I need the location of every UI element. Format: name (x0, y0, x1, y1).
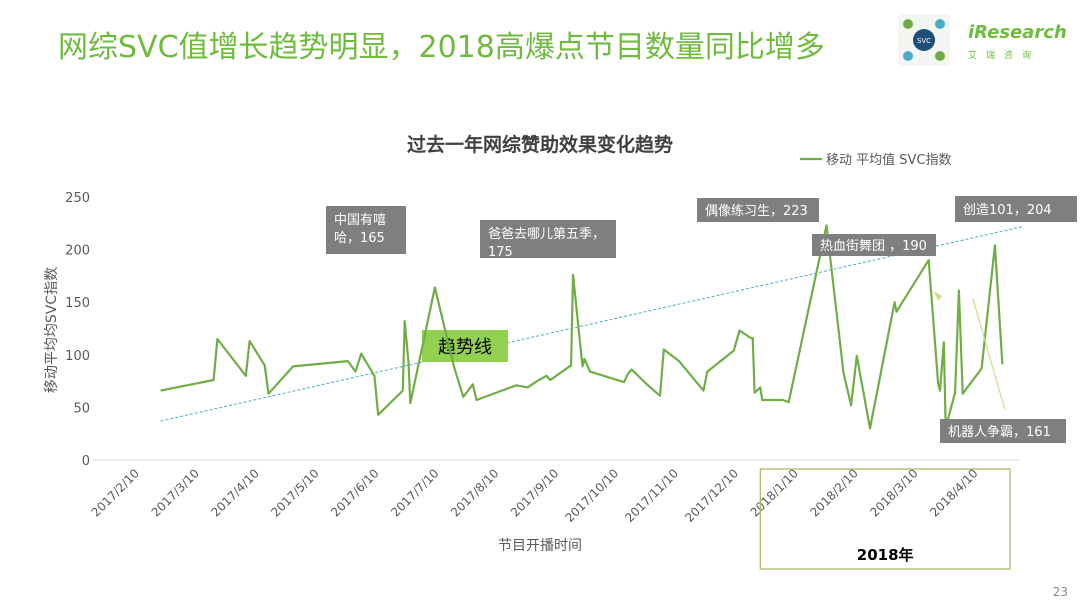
callout-text: 175 (488, 245, 513, 260)
x-tick-label: 2017/10/10 (562, 466, 621, 525)
y-axis-title: 移动平均均SVC指数 (44, 267, 60, 393)
y-tick-label: 0 (82, 454, 90, 469)
trendline-label-bg (422, 330, 508, 362)
x-tick-label: 2018/4/10 (927, 466, 980, 519)
x-tick-label: 2017/7/10 (388, 466, 441, 519)
x-tick-label: 2017/8/10 (448, 466, 501, 519)
year-2018-box (759, 468, 1011, 570)
y-tick-label: 50 (73, 401, 90, 416)
year-2018-label: 2018年 (857, 546, 914, 564)
series-line (160, 224, 1004, 430)
trendline-group: 趋势线 (160, 226, 1023, 422)
callout-arrow-head (934, 291, 942, 301)
callout-box (326, 206, 406, 254)
x-axis-title: 节目开播时间 (498, 538, 582, 554)
x-tick-label: 2017/5/10 (268, 466, 321, 519)
x-tick-label: 2017/12/10 (682, 466, 741, 525)
trendline (160, 226, 1023, 422)
callout-box (812, 234, 936, 256)
y-tick-label: 150 (65, 296, 90, 311)
brand-name: iResearch (968, 22, 1067, 43)
callout-text: 中国有嘻 (334, 213, 386, 228)
legend-label: 移动 平均值 SVC指数 (826, 152, 952, 168)
callout-text: 哈，165 (334, 231, 385, 246)
series-group (160, 224, 1004, 430)
y-tick-label: 100 (65, 349, 90, 364)
callout-text: 创造101，204 (963, 203, 1052, 218)
x-tick-label: 2017/9/10 (508, 466, 561, 519)
callout-text: 机器人争霸，161 (948, 425, 1051, 440)
x-tick-label: 2017/4/10 (208, 466, 261, 519)
callout-box (940, 419, 1066, 443)
x-tick-label: 2018/1/10 (748, 466, 801, 519)
brand-subtitle: 艾瑞咨询 (968, 51, 1041, 61)
x-tick-label: 2017/11/10 (622, 466, 681, 525)
callout-box (955, 196, 1077, 222)
y-tick-label: 200 (65, 244, 90, 259)
callout-text: 热血街舞团 ，190 (820, 239, 927, 254)
callout-box (697, 198, 819, 222)
callout-box (480, 220, 616, 258)
svc-logo-icon: SVC (898, 14, 950, 66)
legend-group: 移动 平均值 SVC指数 (800, 152, 952, 168)
x-tick-label: 2017/6/10 (328, 466, 381, 519)
trendline-label: 趋势线 (438, 337, 492, 358)
callout-arrow (972, 298, 1006, 411)
y-tick-label: 250 (65, 191, 90, 206)
x-tick-label: 2017/2/10 (89, 466, 142, 519)
x-tick-label: 2018/3/10 (867, 466, 920, 519)
year-highlight: 2018年 (759, 468, 1011, 570)
page-number: 23 (1052, 585, 1068, 599)
page-title: 网综SVC值增长趋势明显，2018高爆点节目数量同比增多 (58, 30, 825, 65)
callout-text: 爸爸去哪儿第五季， (488, 227, 605, 242)
chart-title: 过去一年网综赞助效果变化趋势 (406, 134, 673, 156)
x-tick-label: 2018/2/10 (807, 466, 860, 519)
callout-text: 偶像练习生，223 (705, 204, 808, 219)
logo-text: SVC (917, 37, 931, 45)
x-tick-label: 2017/3/10 (149, 466, 202, 519)
